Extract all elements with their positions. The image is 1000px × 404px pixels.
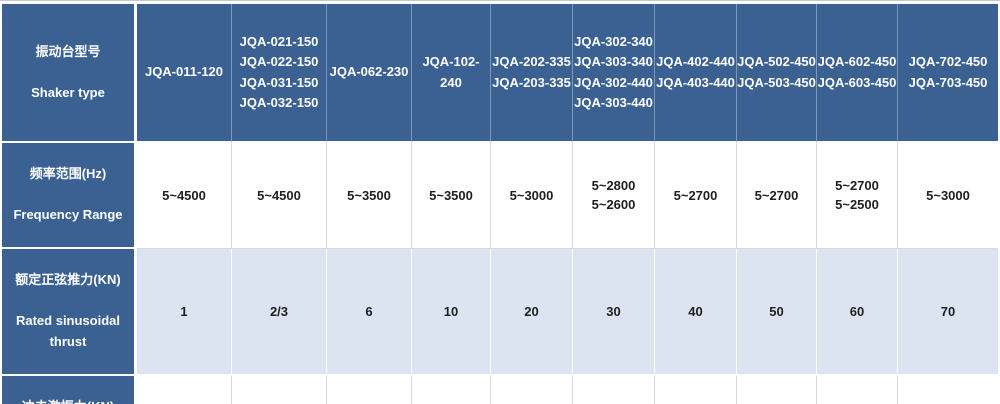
table-cell: 120/180* (817, 375, 898, 404)
table-cell: 5~2800 5~2600 (573, 143, 655, 249)
table-cell: 2/3 (232, 248, 327, 376)
table-row-shock-force: 冲击激振力(KN) Shock force 2 4/6 12 20 40/60*… (2, 375, 998, 404)
column-header-models: JQA-302-340 JQA-303-340 JQA-302-440 JQA-… (573, 4, 655, 143)
table-cell: 5~3500 (327, 143, 412, 249)
table-cell: 5~3000 (898, 143, 998, 249)
table-cell: 80/120* (655, 375, 737, 404)
table-cell: 10 (412, 248, 491, 376)
table-cell: 4/6 (232, 375, 327, 404)
table-cell: 30 (573, 248, 655, 376)
column-header-models: JQA-502-450 JQA-503-450 (737, 4, 817, 143)
table-cell: 70 (898, 248, 998, 376)
column-header-models: JQA-202-335 JQA-203-335 (491, 4, 573, 143)
table-cell: 6 (327, 248, 412, 376)
column-header-models: JQA-602-450 JQA-603-450 (817, 4, 898, 143)
table-cell: 60 (817, 248, 898, 376)
table-row-frequency-range: 频率范围(Hz) Frequency Range 5~4500 5~4500 5… (2, 143, 998, 249)
table-cell: 2 (137, 375, 232, 404)
table-cell: 12 (327, 375, 412, 404)
table-cell: 5~3000 (491, 143, 573, 249)
table-cell: 5~4500 (232, 143, 327, 249)
corner-header-en: Shaker type (31, 84, 105, 100)
row-label-en: Frequency Range (13, 207, 123, 223)
table-cell: 5~2700 5~2500 (817, 143, 898, 249)
table-cell: 20 (491, 248, 573, 376)
row-label: 冲击激振力(KN) Shock force (2, 375, 137, 404)
table-cell: 60/90* (573, 375, 655, 404)
table-cell: 5~4500 (137, 143, 232, 249)
column-header-models: JQA-021-150 JQA-022-150 JQA-031-150 JQA-… (232, 4, 327, 143)
table-cell: 5~2700 (737, 143, 817, 249)
table-cell: 40 (655, 248, 737, 376)
corner-header-zh: 振动台型号 (35, 44, 101, 60)
table-cell: 140 (898, 375, 998, 404)
row-label: 频率范围(Hz) Frequency Range (2, 143, 137, 249)
corner-header: 振动台型号 Shaker type (2, 4, 137, 143)
column-header-models: JQA-062-230 (327, 4, 412, 143)
row-label-en: Rated sinusoidal thrust (15, 313, 121, 350)
column-header-models: JQA-102-240 (412, 4, 491, 143)
table-cell: 5~2700 (655, 143, 737, 249)
row-label-zh: 额定正弦推力(KN) (15, 271, 121, 287)
column-header-models: JQA-702-450 JQA-703-450 (898, 4, 998, 143)
table-row-rated-thrust: 额定正弦推力(KN) Rated sinusoidal thrust 1 2/3… (2, 248, 998, 376)
table-cell: 40/60* (491, 375, 573, 404)
row-label-zh: 冲击激振力(KN) (2, 397, 134, 404)
table-cell: 5~3500 (412, 143, 491, 249)
table-cell: 50 (737, 248, 817, 376)
column-header-models: JQA-402-440 JQA-403-440 (655, 4, 737, 143)
row-label: 额定正弦推力(KN) Rated sinusoidal thrust (2, 248, 137, 376)
table-header-row: 振动台型号 Shaker type JQA-011-120 JQA-021-15… (2, 4, 998, 143)
column-header-models: JQA-011-120 (137, 4, 232, 143)
shaker-spec-table: 振动台型号 Shaker type JQA-011-120 JQA-021-15… (2, 4, 998, 404)
table-cell: 1 (137, 248, 232, 376)
table-cell: 100/150* (737, 375, 817, 404)
row-label-zh: 频率范围(Hz) (29, 165, 107, 181)
table-cell: 20 (412, 375, 491, 404)
